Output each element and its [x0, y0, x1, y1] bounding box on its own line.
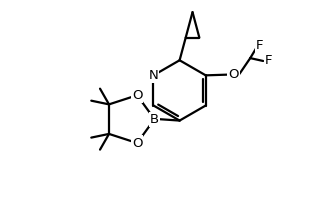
Text: F: F — [265, 54, 273, 68]
Text: F: F — [256, 39, 263, 52]
Text: N: N — [149, 69, 158, 82]
Text: B: B — [150, 113, 159, 126]
Text: O: O — [132, 137, 142, 150]
Text: O: O — [228, 68, 239, 81]
Text: O: O — [132, 89, 142, 102]
